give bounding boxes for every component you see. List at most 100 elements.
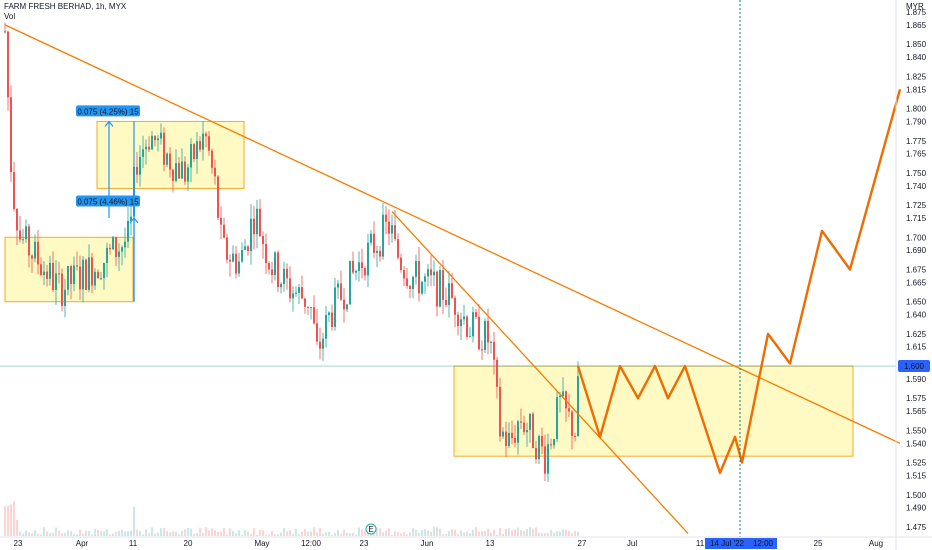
volume-bar — [148, 533, 150, 536]
candle-body — [175, 163, 177, 181]
volume-bar — [556, 531, 558, 536]
volume-bar — [529, 527, 531, 536]
volume-bar — [538, 532, 540, 536]
price-tick-label: 1.565 — [906, 407, 927, 416]
volume-bar — [178, 533, 180, 536]
volume-bar — [433, 527, 435, 536]
volume-bar — [439, 528, 441, 536]
volume-bar — [49, 532, 51, 536]
price-tick-label: 1.650 — [906, 298, 927, 307]
candle-body — [82, 259, 84, 290]
volume-bar — [499, 528, 501, 536]
volume-bar — [139, 530, 141, 536]
candle-body — [178, 163, 180, 179]
candle-body — [241, 249, 243, 262]
volume-bar — [196, 532, 198, 536]
price-tick-label: 1.715 — [906, 214, 927, 223]
volume-bar — [199, 527, 201, 536]
candle-body — [259, 208, 261, 237]
candle-body — [550, 444, 552, 446]
candle-body — [307, 306, 309, 308]
volume-bar — [376, 527, 378, 536]
candle-body — [235, 253, 237, 274]
volume-bar — [373, 531, 375, 536]
candle-body — [94, 271, 96, 286]
measure-arrow — [129, 217, 139, 224]
volume-bar — [145, 529, 147, 536]
candle-body — [160, 132, 162, 139]
candle-body — [358, 262, 360, 271]
volume-bar — [322, 533, 324, 536]
volume-bar — [4, 506, 6, 536]
candle-body — [508, 432, 510, 446]
candle-body — [223, 224, 225, 238]
candle-body — [40, 264, 42, 276]
volume-bar — [10, 504, 12, 536]
candle-body — [319, 341, 321, 349]
volume-bar — [304, 529, 306, 536]
candle-body — [373, 233, 375, 253]
volume-bar — [115, 531, 117, 536]
time-cursor-label-bg — [749, 538, 777, 549]
measure-label-bg — [76, 105, 140, 117]
price-tick-label: 1.700 — [906, 233, 927, 242]
volume-bar — [127, 531, 129, 536]
candle-body — [406, 278, 408, 287]
candle-body — [100, 278, 102, 280]
volume-bar — [568, 530, 570, 536]
currency-label: MYR — [906, 2, 924, 11]
volume-bar — [172, 531, 174, 536]
time-tick-label: May — [254, 539, 269, 548]
volume-bar — [106, 529, 108, 536]
candle-body — [193, 144, 195, 159]
candle-body — [112, 237, 114, 250]
volume-bar — [472, 529, 474, 536]
candle-body — [541, 435, 543, 447]
candle-body — [10, 97, 12, 173]
volume-bar — [487, 528, 489, 536]
measure-label: 0.075 (4.46%) 15 — [77, 198, 139, 207]
volume-bar — [283, 527, 285, 536]
candle-body — [139, 156, 141, 175]
candle-body — [301, 287, 303, 299]
volume-bar — [112, 533, 114, 536]
candle-body — [526, 430, 528, 433]
volume-bar — [262, 530, 264, 536]
volume-bar — [184, 529, 186, 536]
price-tick-label: 1.500 — [906, 491, 927, 500]
candle-body — [238, 261, 240, 274]
volume-bar — [547, 533, 549, 536]
candle-body — [565, 391, 567, 409]
volume-bar — [301, 531, 303, 536]
candle-body — [424, 276, 426, 282]
volume-bar — [277, 534, 279, 536]
candle-body — [403, 270, 405, 279]
candle-body — [253, 218, 255, 235]
volume-bar — [442, 534, 444, 536]
price-tick-label: 1.865 — [906, 21, 927, 30]
candle-body — [205, 133, 207, 137]
volume-bar — [19, 531, 21, 536]
candle-body — [544, 446, 546, 474]
candle-body — [271, 269, 273, 276]
volume-bar — [181, 530, 183, 536]
candle-body — [298, 287, 300, 293]
candle-body — [127, 220, 129, 242]
volume-bar — [463, 532, 465, 536]
candle-body — [448, 283, 450, 306]
volume-bar — [460, 530, 462, 536]
volume-bar — [214, 530, 216, 536]
candle-body — [340, 283, 342, 300]
price-tick-label: 1.575 — [906, 394, 927, 403]
volume-bar — [187, 527, 189, 536]
volume-bar — [52, 532, 54, 536]
candle-body — [343, 299, 345, 310]
volume-bar — [478, 531, 480, 536]
volume-bar — [577, 531, 579, 536]
candle-body — [532, 413, 534, 449]
volume-bar — [46, 531, 48, 536]
volume-bar — [520, 530, 522, 536]
candle-body — [7, 31, 9, 98]
candle-body — [442, 270, 444, 300]
